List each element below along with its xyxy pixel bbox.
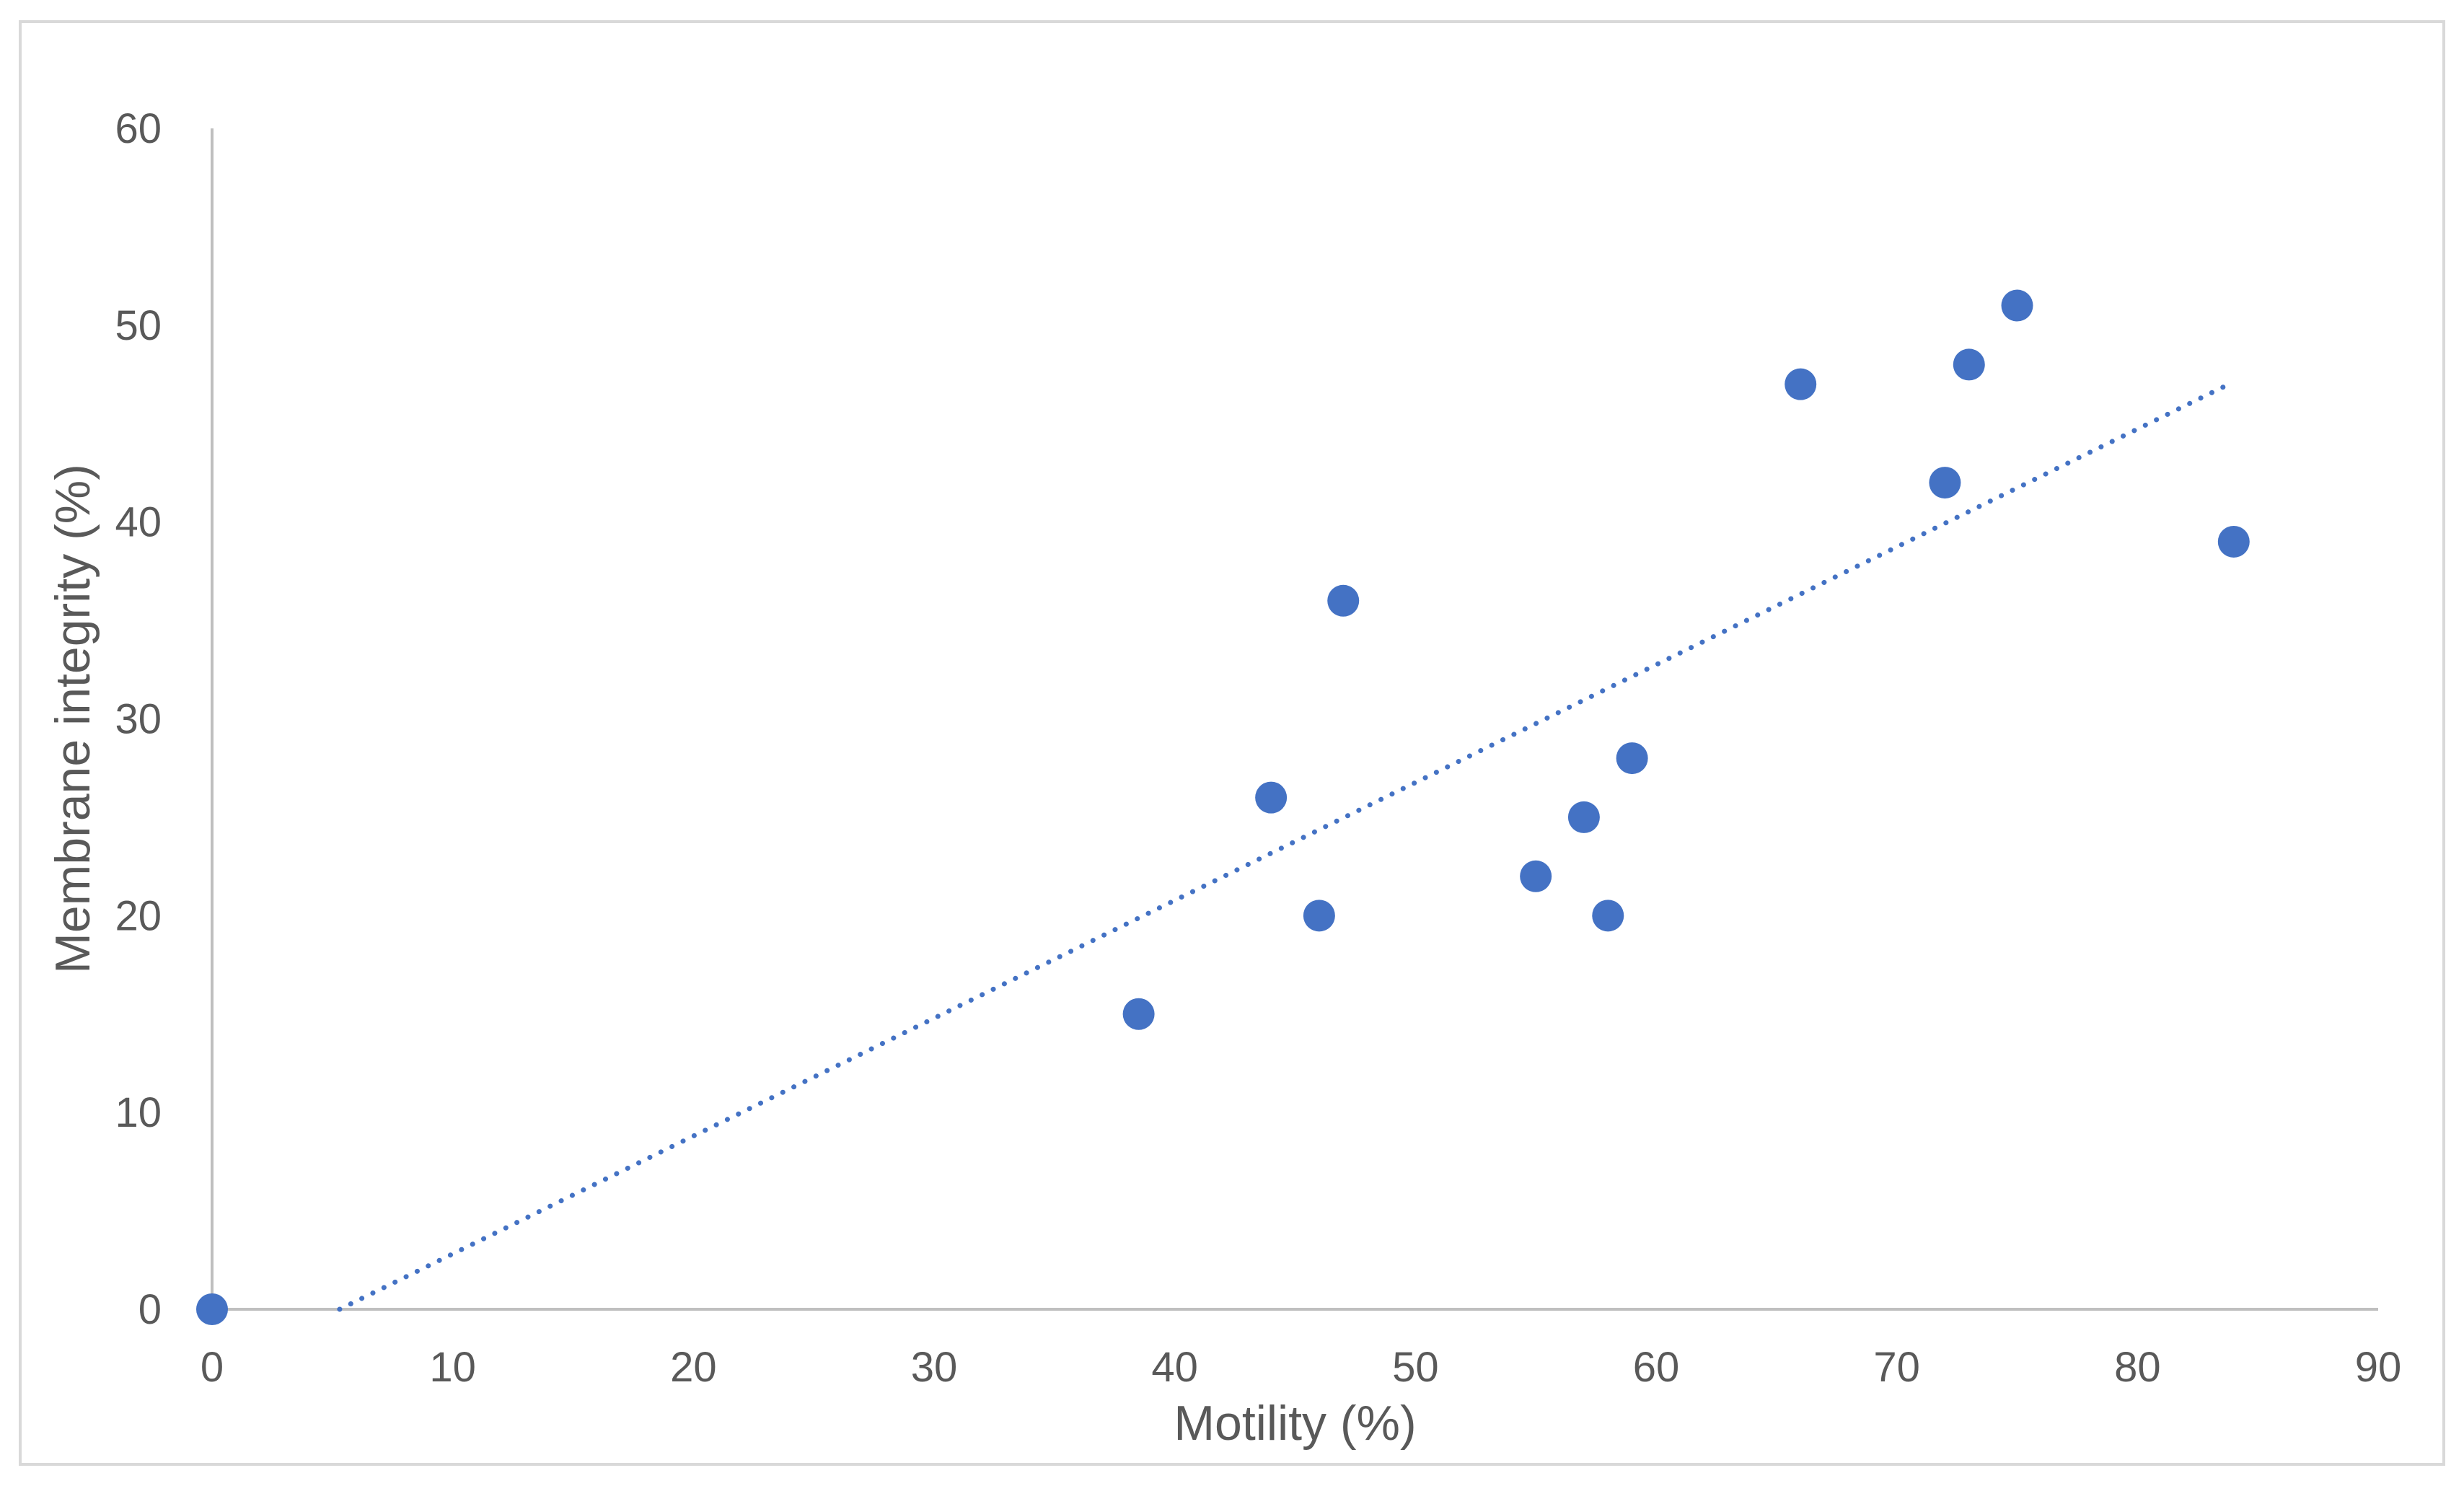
data-point [1592,900,1624,932]
chart-frame [19,20,2445,1466]
x-tick-labels: 0 10 20 30 40 50 60 70 80 90 [201,1344,2401,1391]
x-tick-label: 30 [911,1344,958,1391]
y-tick-label: 50 [115,302,162,349]
x-tick-label: 40 [1151,1344,1198,1391]
x-tick-label: 60 [1633,1344,1680,1391]
y-tick-label: 0 [138,1286,162,1333]
data-point [1303,900,1335,932]
y-tick-label: 20 [115,892,162,939]
data-point [2001,289,2033,322]
x-tick-label: 70 [1873,1344,1920,1391]
data-points [196,289,2250,1325]
y-tick-label: 30 [115,696,162,743]
x-tick-label: 90 [2355,1344,2402,1391]
data-point [1122,998,1155,1030]
y-axis-title: Membrane integrity (%) [45,464,100,974]
x-tick-label: 0 [201,1344,224,1391]
data-point [1785,368,1817,400]
y-tick-labels: 0 10 20 30 40 50 60 [115,105,162,1333]
x-tick-label: 10 [429,1344,476,1391]
data-point [1520,860,1552,892]
data-point [1929,467,1961,499]
data-point [196,1293,228,1325]
y-tick-label: 60 [115,105,162,152]
data-point [1953,348,1985,381]
y-tick-label: 40 [115,499,162,546]
data-point [1255,781,1288,814]
x-tick-label: 50 [1392,1344,1439,1391]
trendline [337,382,2232,1312]
data-point [1616,742,1648,775]
data-point [1327,584,1360,617]
x-tick-label: 80 [2114,1344,2161,1391]
data-point [2217,525,2250,558]
x-axis-title: Motility (%) [1174,1396,1416,1451]
x-tick-label: 20 [670,1344,717,1391]
y-tick-label: 10 [115,1089,162,1136]
data-point [1567,801,1600,833]
